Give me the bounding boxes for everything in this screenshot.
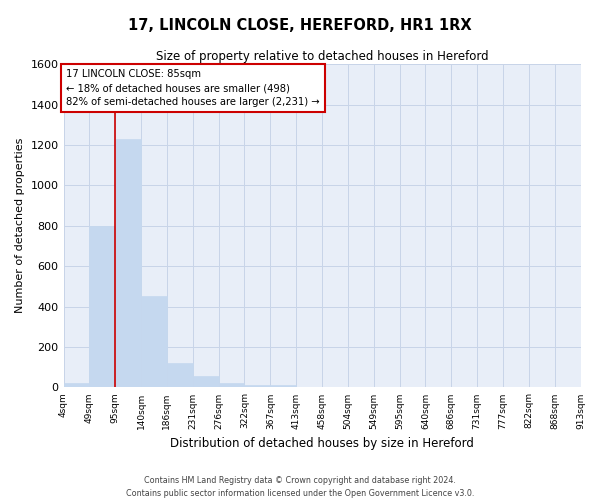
X-axis label: Distribution of detached houses by size in Hereford: Distribution of detached houses by size … [170, 437, 474, 450]
Bar [244, 386, 271, 388]
Bar [115, 139, 141, 388]
Bar [271, 386, 296, 388]
Bar [218, 384, 244, 388]
Text: Contains HM Land Registry data © Crown copyright and database right 2024.
Contai: Contains HM Land Registry data © Crown c… [126, 476, 474, 498]
Y-axis label: Number of detached properties: Number of detached properties [15, 138, 25, 314]
Text: 17 LINCOLN CLOSE: 85sqm
← 18% of detached houses are smaller (498)
82% of semi-d: 17 LINCOLN CLOSE: 85sqm ← 18% of detache… [66, 69, 320, 107]
Bar [167, 363, 193, 388]
Bar [64, 384, 89, 388]
Bar [141, 296, 167, 388]
Text: 17, LINCOLN CLOSE, HEREFORD, HR1 1RX: 17, LINCOLN CLOSE, HEREFORD, HR1 1RX [128, 18, 472, 32]
Bar [193, 376, 218, 388]
Title: Size of property relative to detached houses in Hereford: Size of property relative to detached ho… [156, 50, 488, 63]
Bar [89, 226, 115, 388]
